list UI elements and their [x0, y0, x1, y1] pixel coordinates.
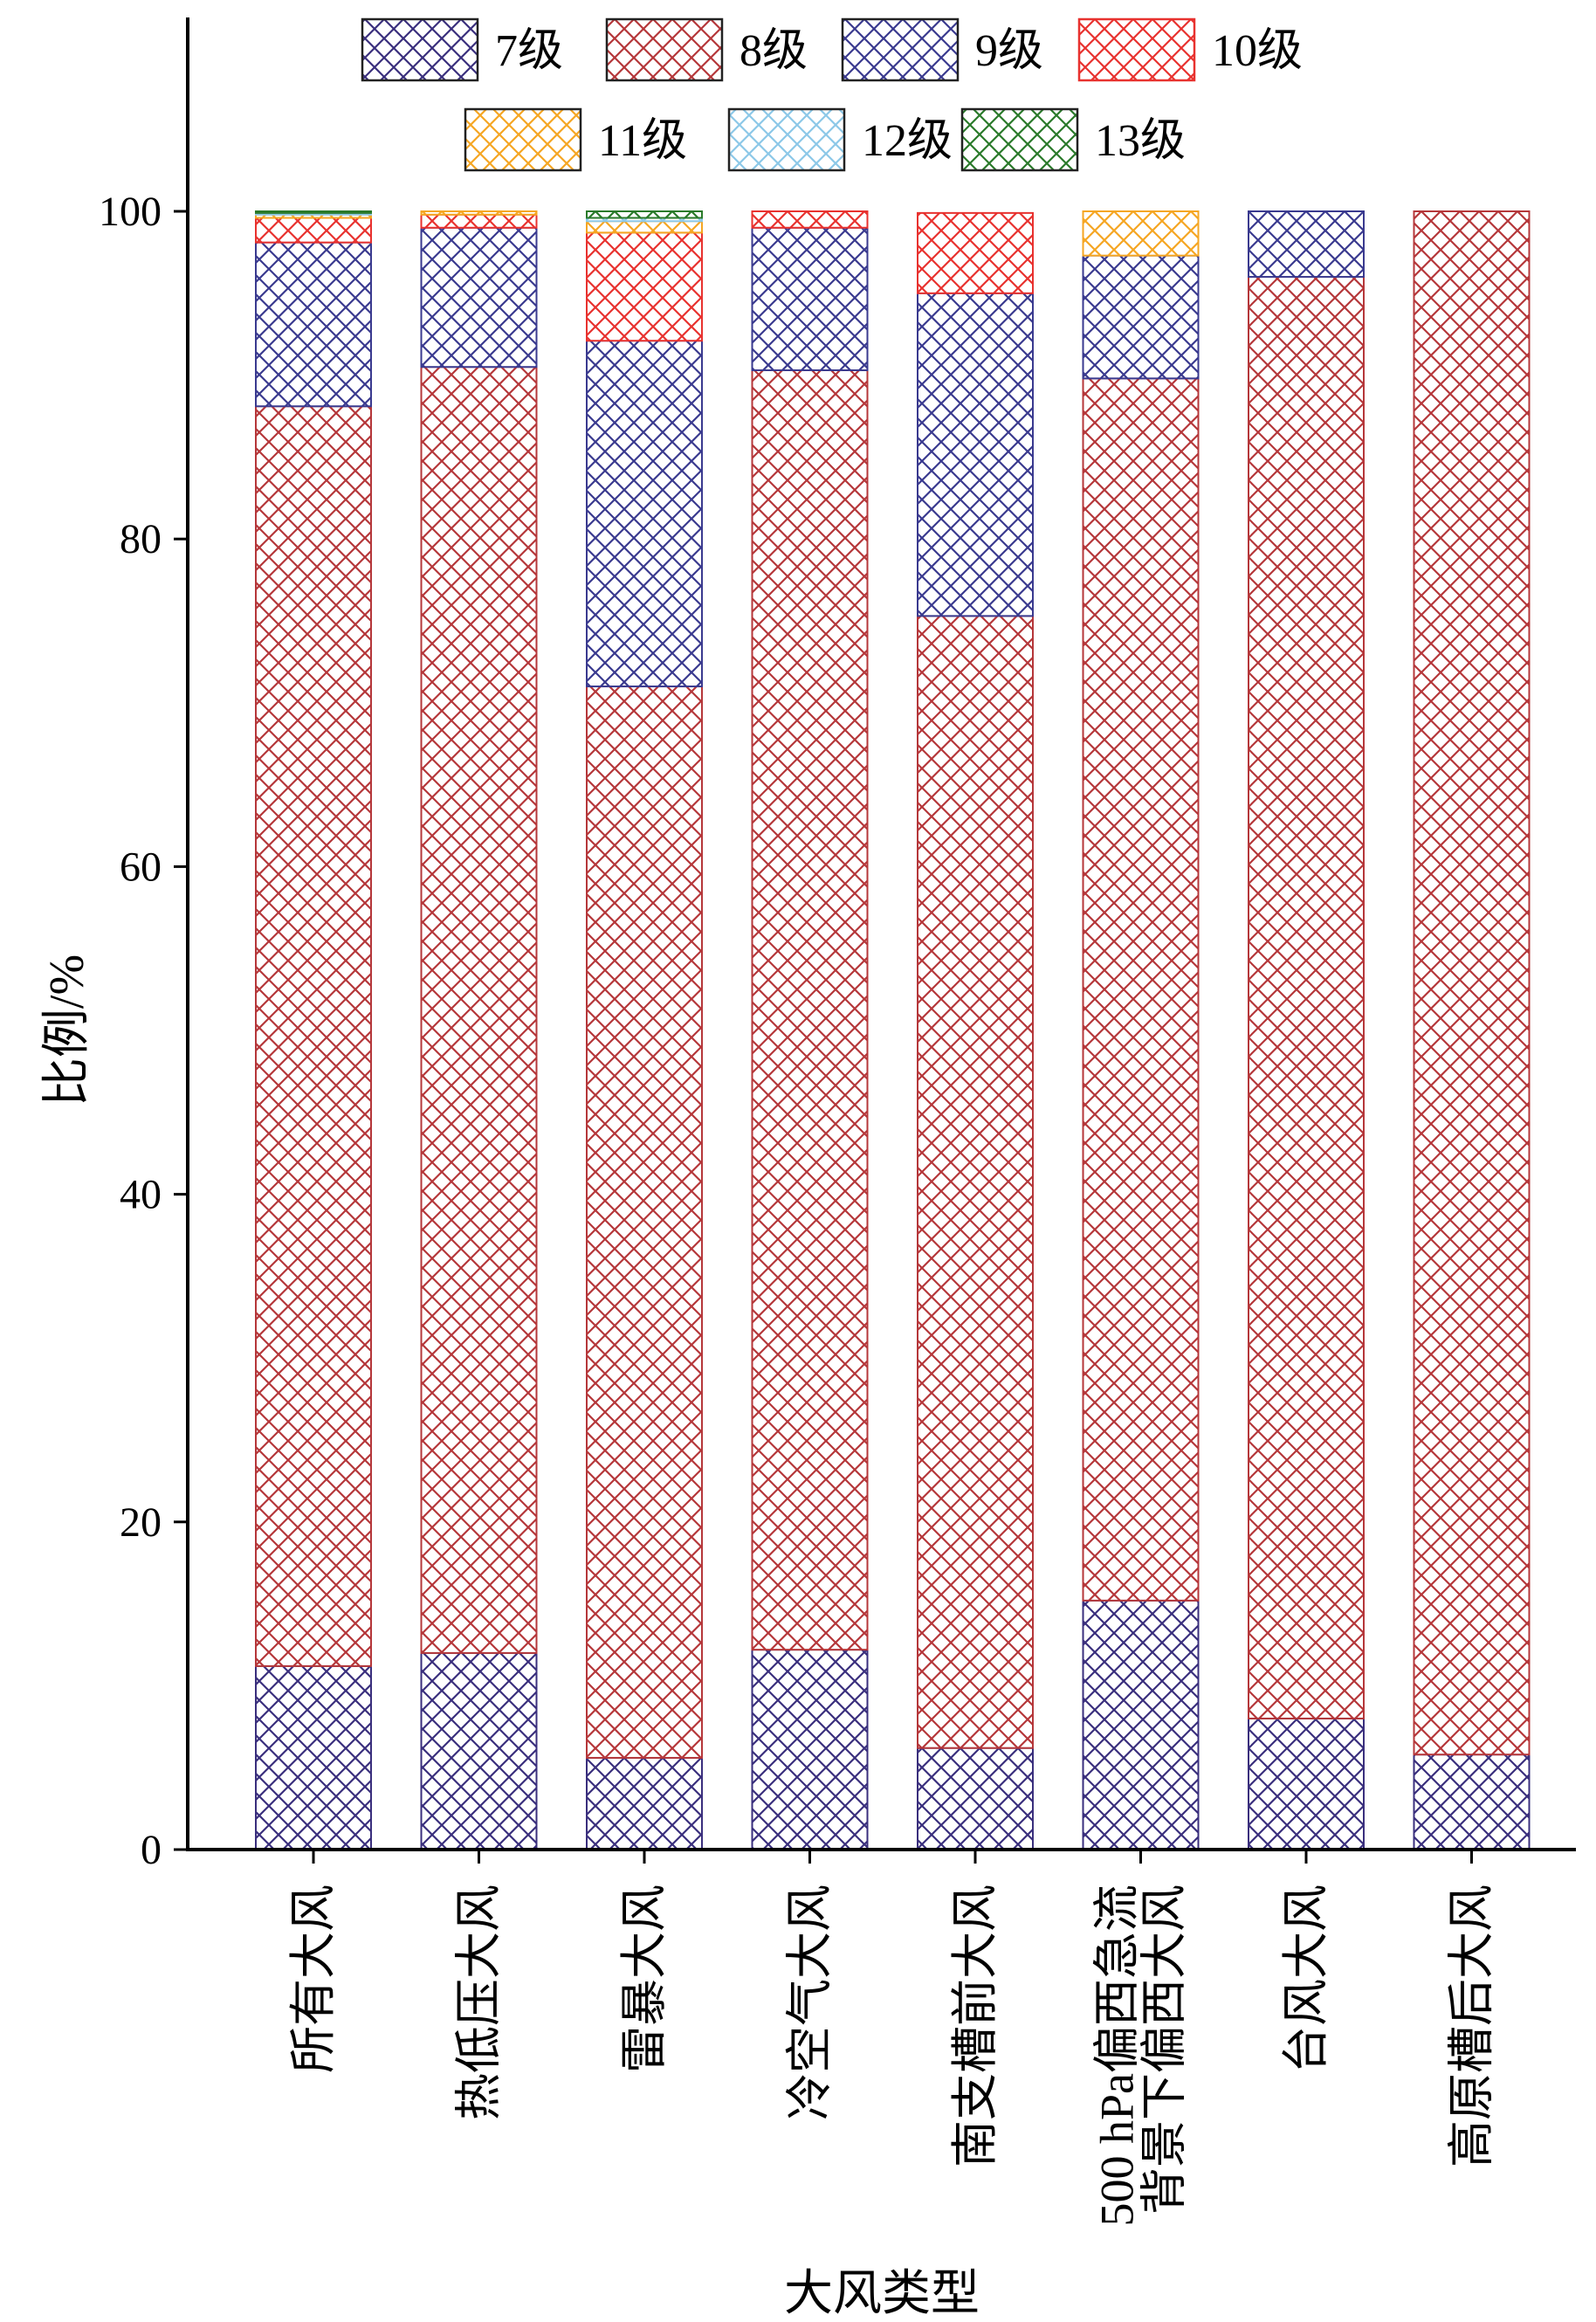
bar-segment [917, 211, 1034, 294]
x-category-label: 雷暴大风 [618, 1884, 671, 2073]
bar-segment [1413, 1754, 1531, 1851]
legend-item: 8级 [605, 17, 808, 82]
legend-label: 8级 [740, 26, 808, 76]
bar-segment [586, 231, 703, 342]
legend-label: 11级 [598, 116, 687, 166]
legend-item: 10级 [1077, 17, 1303, 82]
legend-swatch [605, 17, 724, 82]
bar-segment [255, 1664, 372, 1850]
legend-label: 13级 [1095, 116, 1186, 166]
bar-segment [1082, 377, 1200, 1602]
y-tick-label: 100 [99, 189, 162, 235]
bar-segment [751, 369, 869, 1651]
legend-label: 12级 [862, 116, 953, 166]
legend-item: 7级 [361, 17, 563, 82]
bar-group [1082, 210, 1200, 1851]
bar-group [917, 211, 1034, 1850]
bars-layer [255, 210, 1531, 1851]
bar-segment [586, 220, 703, 234]
legend-label: 7级 [495, 26, 563, 76]
y-tick-label: 80 [120, 516, 162, 562]
legend-item: 13级 [960, 107, 1186, 172]
bar-segment [420, 366, 538, 1654]
bar-segment [917, 292, 1034, 617]
legend-swatch [727, 107, 846, 172]
x-category-label: 冷空气大风 [784, 1884, 836, 2120]
legend-item: 12级 [727, 107, 953, 172]
bar-segment [1248, 1717, 1365, 1851]
bar-segment [586, 340, 703, 688]
x-category-label: 500 hPa偏西急流 [1091, 1884, 1144, 2227]
bar-segment [255, 405, 372, 1667]
bar-group [1248, 210, 1365, 1851]
x-category-label: 南支槽前大风 [949, 1884, 1001, 2167]
bar-segment [586, 210, 703, 219]
bar-segment [751, 210, 869, 229]
y-tick-label: 0 [141, 1827, 162, 1873]
legend-item: 9级 [841, 17, 1043, 82]
legend-label: 10级 [1212, 26, 1303, 76]
bar-segment [917, 1747, 1034, 1850]
bar-segment [1248, 210, 1365, 279]
y-tick-label: 40 [120, 1172, 162, 1218]
legend-item: 11级 [464, 107, 687, 172]
legend-label: 9级 [975, 26, 1043, 76]
bar-segment [420, 210, 538, 216]
bar-group [751, 210, 869, 1851]
x-category-label: 所有大风 [287, 1884, 340, 2073]
bar-group [1413, 210, 1531, 1851]
bar-group [586, 210, 703, 1850]
axes: 0 20 40 60 80 100 所有大风 热低压大风 雷暴大风 冷空气大风 南支槽前大风 500 … [40, 17, 1576, 2321]
bar-segment [255, 241, 372, 408]
x-axis-title: 大风类型 [784, 2267, 980, 2321]
bar-segment [1248, 276, 1365, 1719]
bar-segment [420, 1651, 538, 1850]
bar-segment [586, 1756, 703, 1850]
bar-segment [255, 217, 372, 244]
legend-swatch [960, 107, 1079, 172]
x-category-label: 台风大风 [1280, 1884, 1332, 2073]
legend-swatch [1077, 17, 1196, 82]
y-tick-label: 20 [120, 1499, 162, 1546]
x-category-label: 高原槽后大风 [1446, 1884, 1498, 2167]
bar-segment [420, 213, 538, 229]
bar-segment [420, 226, 538, 369]
y-tick-label: 60 [120, 844, 162, 890]
y-axis-title: 比例/% [40, 954, 94, 1106]
x-category-label: 热低压大风 [453, 1884, 506, 2120]
bar-segment [1082, 254, 1200, 380]
legend-swatch [361, 17, 479, 82]
bar-segment [1082, 210, 1200, 257]
bar-segment [586, 686, 703, 1759]
bar-segment [1413, 210, 1531, 1756]
legend: 7级 8级 9级 10级 11级 12级 13级 [361, 17, 1303, 172]
bar-segment [255, 210, 372, 214]
bar-segment [751, 226, 869, 371]
bar-segment [917, 615, 1034, 1749]
bar-group [255, 210, 372, 1850]
bar-segment [751, 1649, 869, 1851]
legend-swatch [464, 107, 582, 172]
bar-segment [1082, 1599, 1200, 1851]
legend-swatch [841, 17, 960, 82]
bar-group [420, 210, 538, 1850]
x-category-label: 背景下偏西大风 [1139, 1884, 1191, 2215]
